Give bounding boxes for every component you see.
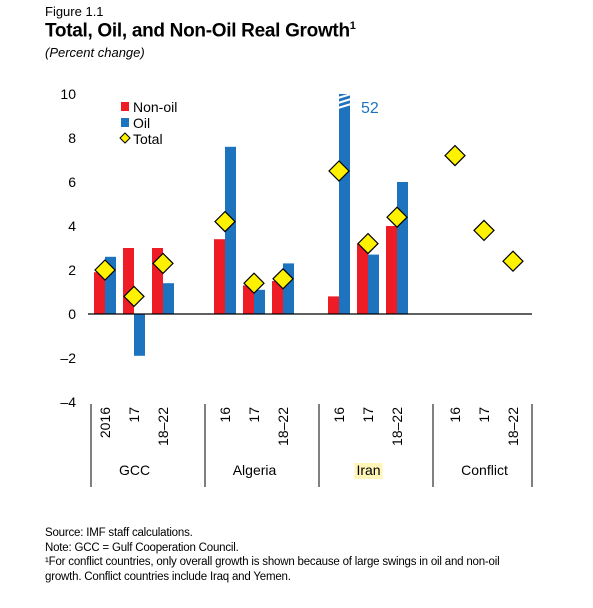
legend-total-swatch bbox=[119, 132, 131, 144]
y-tick-label: –4 bbox=[60, 394, 76, 410]
growth-chart: 10 8 6 4 2 0 –2 –4 52 2016 17 18–22 GCC 16 17 18–22 Alge… bbox=[60, 86, 533, 487]
nonoil-bar bbox=[357, 243, 368, 314]
chart-notes: Source: IMF staff calculations. Note: GC… bbox=[45, 526, 565, 584]
category-tick-label: 18–22 bbox=[505, 407, 521, 446]
total-marker bbox=[214, 210, 236, 233]
truncation-break-mark bbox=[337, 98, 352, 104]
y-tick-label: –2 bbox=[60, 350, 76, 366]
nonoil-bar bbox=[328, 296, 339, 314]
nonoil-bar bbox=[386, 226, 397, 314]
legend-label: Oil bbox=[133, 115, 150, 131]
oil-bar bbox=[134, 314, 145, 356]
category-tick-label: 17 bbox=[246, 407, 262, 423]
oil-bar bbox=[225, 146, 236, 314]
y-tick-label: 4 bbox=[68, 218, 76, 234]
truncation-break-mark bbox=[337, 103, 352, 109]
category-tick-label: 17 bbox=[126, 407, 142, 423]
category-tick-label: 18–22 bbox=[389, 407, 405, 446]
total-marker bbox=[386, 206, 408, 229]
total-marker bbox=[94, 259, 116, 281]
nonoil-bar bbox=[243, 285, 254, 314]
category-tick-label: 17 bbox=[476, 407, 492, 423]
footnote-line-2: growth. Conflict countries include Iraq … bbox=[45, 570, 291, 583]
total-marker bbox=[243, 272, 265, 295]
total-marker bbox=[502, 250, 524, 273]
truncation-break-mark bbox=[337, 93, 352, 99]
category-tick-label: 18–22 bbox=[155, 407, 171, 446]
total-marker bbox=[473, 219, 495, 242]
group-label: Iran bbox=[356, 462, 380, 478]
legend-nonoil-swatch bbox=[121, 102, 129, 111]
oil-bar bbox=[368, 254, 379, 314]
title-footnote-marker: 1 bbox=[349, 20, 356, 32]
oil-bar bbox=[339, 94, 350, 314]
y-tick-label: 8 bbox=[68, 130, 76, 146]
oil-bar bbox=[163, 283, 174, 314]
y-tick-label: 2 bbox=[68, 262, 76, 278]
group-label: Conflict bbox=[461, 462, 508, 478]
chart-subtitle: (Percent change) bbox=[45, 45, 145, 60]
total-marker bbox=[272, 267, 294, 290]
nonoil-bar bbox=[214, 239, 225, 314]
legend-label: Total bbox=[133, 131, 163, 147]
nonoil-bar bbox=[123, 248, 134, 314]
group-label: Algeria bbox=[233, 462, 277, 478]
category-tick-label: 18–22 bbox=[275, 407, 291, 446]
total-marker bbox=[152, 252, 174, 275]
nonoil-bar bbox=[272, 281, 283, 314]
total-marker bbox=[357, 232, 379, 255]
y-tick-label: 0 bbox=[68, 306, 76, 322]
source-note: Source: IMF staff calculations. bbox=[45, 527, 193, 539]
category-tick-label: 16 bbox=[447, 407, 463, 423]
category-tick-label: 17 bbox=[360, 407, 376, 423]
footnote-line-1: ¹For conflict countries, only overall gr… bbox=[45, 556, 500, 568]
figure-label: Figure 1.1 bbox=[45, 4, 104, 19]
oil-bar bbox=[397, 182, 408, 314]
chart-title-text: Total, Oil, and Non-Oil Real Growth bbox=[45, 20, 350, 42]
nonoil-bar bbox=[94, 272, 105, 314]
legend-label: Non-oil bbox=[133, 99, 177, 115]
total-marker bbox=[123, 285, 145, 308]
abbreviation-note: Note: GCC = Gulf Cooperation Council. bbox=[45, 541, 239, 554]
legend-oil-swatch bbox=[121, 118, 129, 127]
category-tick-label: 16 bbox=[217, 407, 233, 423]
category-tick-label: 16 bbox=[331, 407, 347, 423]
total-marker bbox=[328, 160, 350, 182]
group-label: GCC bbox=[119, 462, 150, 478]
oil-bar bbox=[283, 263, 294, 314]
total-marker bbox=[444, 144, 466, 167]
y-tick-label: 10 bbox=[60, 86, 76, 102]
category-tick-label: 2016 bbox=[97, 407, 113, 438]
y-tick-label: 6 bbox=[68, 174, 76, 190]
chart-title: Total, Oil, and Non-Oil Real Growth1 bbox=[45, 20, 356, 42]
nonoil-bar bbox=[152, 248, 163, 314]
truncated-value-label: 52 bbox=[361, 100, 379, 117]
oil-bar bbox=[105, 256, 116, 314]
oil-bar bbox=[254, 289, 265, 314]
group-label-highlight bbox=[354, 463, 383, 479]
